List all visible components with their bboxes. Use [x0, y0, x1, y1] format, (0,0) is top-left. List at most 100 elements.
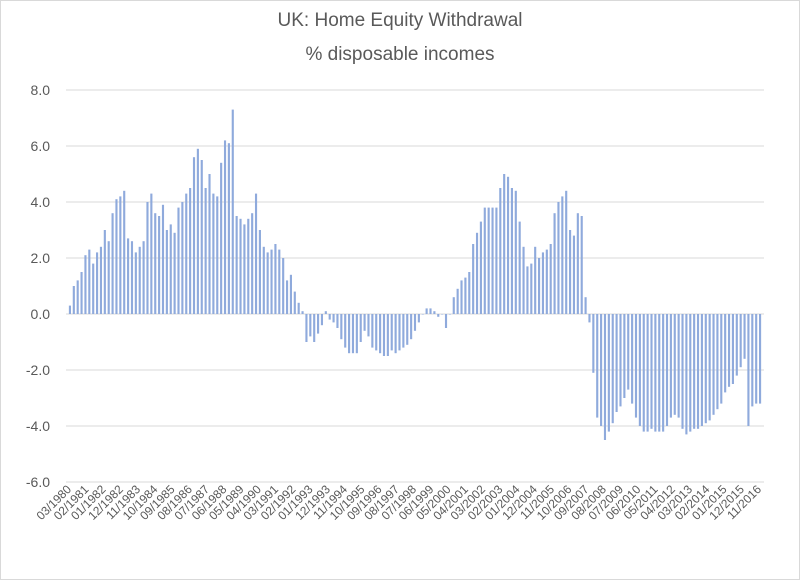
bar [375, 314, 378, 351]
bar [658, 314, 661, 432]
bar [297, 302, 300, 314]
bar [565, 190, 568, 314]
bar [127, 238, 130, 314]
bar [696, 314, 700, 429]
bar [448, 314, 451, 315]
bar [526, 266, 529, 314]
bar [584, 297, 587, 314]
bar [727, 314, 731, 387]
bar [491, 207, 494, 314]
bar [417, 314, 420, 323]
bar [665, 314, 669, 426]
bar [522, 246, 525, 314]
bar [208, 174, 211, 314]
bar [406, 314, 409, 345]
chart-title: UK: Home Equity Withdrawal [277, 10, 523, 31]
bar [592, 314, 595, 373]
bar [654, 314, 657, 432]
bar [134, 252, 137, 314]
bar [588, 314, 591, 323]
bar [724, 314, 727, 393]
bar [677, 314, 680, 418]
bar [359, 314, 362, 342]
bar [634, 314, 638, 418]
y-tick-label: 2.0 [31, 250, 51, 266]
bar [553, 213, 556, 314]
bar [196, 148, 199, 314]
bar [751, 314, 754, 407]
bar [607, 314, 610, 432]
bars [68, 109, 762, 440]
bar [227, 143, 230, 314]
bar [72, 286, 75, 314]
bar [204, 188, 207, 314]
bar [332, 314, 335, 323]
bar [123, 190, 126, 314]
bar [689, 314, 692, 432]
bar [328, 314, 331, 320]
bar [627, 314, 630, 390]
bar [441, 314, 444, 315]
bar [716, 314, 719, 410]
bar [258, 230, 261, 314]
bar [390, 314, 393, 351]
bar [669, 314, 672, 418]
bar [425, 308, 428, 314]
bar [402, 314, 405, 348]
bar [138, 246, 141, 314]
bar [572, 235, 576, 314]
bar [456, 288, 459, 314]
bar [662, 314, 665, 432]
y-axis-tick-labels: 8.0 6.0 4.0 2.0 0.0 -2.0 -4.0 -6.0 [26, 82, 50, 490]
bar [351, 314, 355, 354]
bar [301, 311, 304, 314]
bar [708, 314, 711, 421]
bar [185, 193, 188, 314]
bar [623, 314, 626, 398]
y-tick-label: -2.0 [26, 362, 50, 378]
bar [305, 314, 308, 342]
bar [371, 314, 374, 348]
bar [254, 193, 258, 314]
bar [576, 213, 579, 314]
bar [534, 246, 537, 314]
bar [619, 314, 622, 407]
bar [282, 258, 285, 314]
chart-subtitle: % disposable incomes [305, 44, 495, 65]
bar [84, 255, 87, 314]
bar [514, 190, 517, 314]
bar [173, 232, 176, 314]
bar [293, 291, 296, 314]
bar [410, 314, 413, 340]
bar [444, 314, 448, 328]
bar [285, 280, 289, 314]
bar [96, 252, 99, 314]
bar [348, 314, 351, 354]
bar [181, 202, 184, 314]
bar [487, 207, 490, 314]
bar [386, 314, 389, 356]
bar [398, 314, 401, 351]
bar [468, 272, 471, 314]
bar [596, 314, 599, 418]
bar [557, 202, 560, 314]
bar [720, 314, 723, 404]
bar [119, 196, 122, 314]
bar [747, 314, 750, 426]
bar [169, 224, 172, 314]
bar [530, 263, 533, 314]
bar [611, 314, 614, 424]
bar [278, 249, 281, 314]
bar [394, 314, 397, 354]
bar [413, 314, 417, 331]
y-tick-label: 0.0 [31, 306, 51, 322]
bar [212, 193, 215, 314]
bar [274, 244, 277, 314]
bar [344, 314, 347, 348]
bar [130, 241, 134, 314]
bar [243, 224, 246, 314]
bar [216, 196, 219, 314]
bar [700, 314, 703, 426]
bar [363, 314, 366, 331]
